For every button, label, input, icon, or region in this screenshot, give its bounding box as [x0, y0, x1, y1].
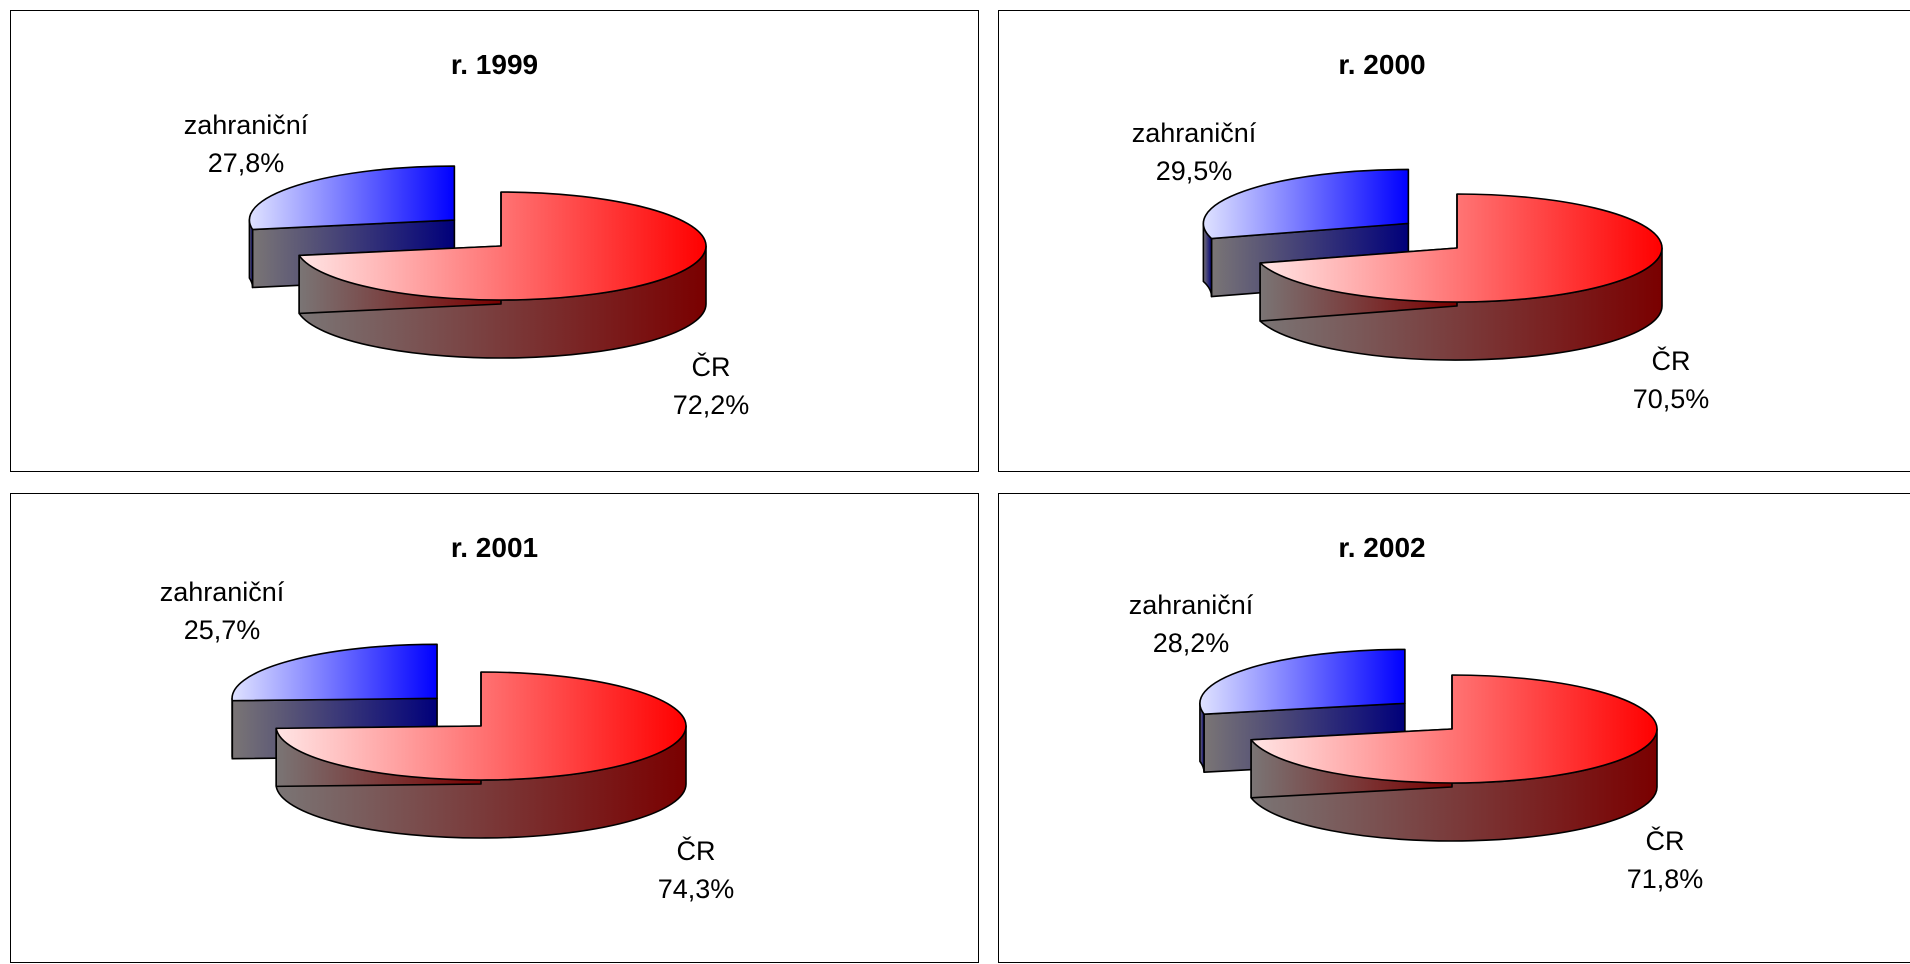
chart-panel-2002: r. 2002 zahraniční 28,2% ČR 71,8% — [998, 493, 1910, 963]
slice-name: ČR — [1611, 342, 1731, 380]
slice-value: 28,2% — [1106, 624, 1276, 662]
slice-value: 70,5% — [1611, 380, 1731, 418]
slice-name: ČR — [1605, 822, 1725, 860]
slice-label-foreign: zahraniční 29,5% — [1109, 114, 1279, 190]
slice-name: ČR — [636, 832, 756, 870]
slice-label-domestic: ČR 71,8% — [1605, 822, 1725, 898]
chart-panel-1999: r. 1999 zahraniční 27,8% ČR 72,2% — [10, 10, 979, 472]
chart-title: r. 2001 — [11, 532, 978, 564]
slice-label-foreign: zahraniční 28,2% — [1106, 586, 1276, 662]
slice-label-domestic: ČR 72,2% — [651, 348, 771, 424]
chart-title: r. 1999 — [11, 49, 978, 81]
slice-value: 71,8% — [1605, 860, 1725, 898]
slice-name: ČR — [651, 348, 771, 386]
slice-name: zahraniční — [137, 573, 307, 611]
pie-chart-2002 — [999, 494, 1910, 964]
slice-value: 74,3% — [636, 870, 756, 908]
slice-name: zahraniční — [161, 106, 331, 144]
pie-rim-foreign — [249, 220, 252, 287]
chart-panel-2000: r. 2000 zahraniční 29,5% ČR 70,5% — [998, 10, 1910, 472]
slice-label-domestic: ČR 74,3% — [636, 832, 756, 908]
chart-title: r. 2000 — [999, 49, 1765, 81]
slice-label-foreign: zahraniční 27,8% — [161, 106, 331, 182]
slice-value: 29,5% — [1109, 152, 1279, 190]
chart-title: r. 2002 — [999, 532, 1765, 564]
slice-label-domestic: ČR 70,5% — [1611, 342, 1731, 418]
slice-label-foreign: zahraniční 25,7% — [137, 573, 307, 649]
pie-chart-2001 — [11, 494, 980, 964]
slice-value: 27,8% — [161, 144, 331, 182]
pie-top-foreign — [232, 644, 437, 700]
chart-panel-2001: r. 2001 zahraniční 25,7% ČR 74,3% — [10, 493, 979, 963]
slice-name: zahraniční — [1106, 586, 1276, 624]
slice-value: 72,2% — [651, 386, 771, 424]
slice-name: zahraniční — [1109, 114, 1279, 152]
slice-value: 25,7% — [137, 611, 307, 649]
